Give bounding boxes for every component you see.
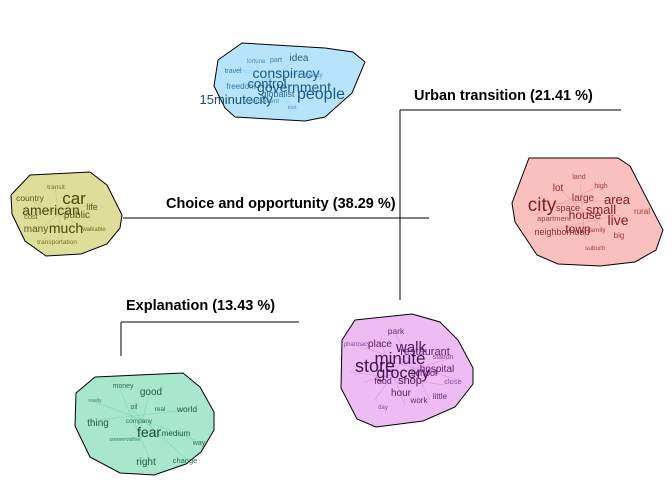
word-close: close [444, 377, 462, 386]
cluster-conspiracy-edges [231, 56, 321, 107]
word-large: large [572, 193, 595, 204]
word-minute: minute [374, 349, 425, 368]
word-day: day [378, 405, 388, 411]
word-country: country [16, 193, 45, 203]
word-apartment: apartment [537, 214, 572, 223]
word-real: real [155, 406, 166, 413]
cluster-choice: transit country car american life public… [10, 171, 123, 257]
word-oil: oil [130, 404, 137, 411]
word-enforcement: enforcement [243, 98, 279, 105]
word-land: land [572, 174, 585, 181]
word-small: small [586, 202, 616, 217]
word-company: company [126, 418, 153, 425]
word-fortune: fortune [247, 59, 266, 65]
word-area: area [604, 192, 631, 207]
word-freedom: freedom [226, 82, 256, 91]
word-reality: reality [88, 398, 102, 404]
word-change: change [173, 456, 198, 465]
word-high: high [594, 183, 607, 190]
word-station: station [433, 354, 454, 361]
word-right: right [136, 457, 156, 468]
word-car: car [62, 189, 86, 208]
word-town: town [565, 222, 590, 236]
word-food: food [374, 376, 392, 386]
urban-transition-title: Urban transition (21.41 %) [414, 88, 593, 104]
word-control: control [247, 76, 286, 91]
word-big: big [614, 231, 625, 240]
word-suburb: suburb [585, 245, 605, 252]
choice-opportunity-title: Choice and opportunity (38.29 %) [166, 196, 396, 212]
word-restaurant: restaurant [400, 346, 450, 358]
word-lot: lot [553, 183, 564, 194]
word-space: space [556, 203, 580, 213]
word-life: life [86, 202, 98, 212]
word-little: little [433, 392, 448, 401]
word-store: store [355, 356, 395, 376]
cluster-explanation: money good reality oil real world thing … [74, 372, 215, 476]
cluster-proximity-hull [340, 313, 474, 428]
word-many: many [24, 224, 48, 235]
word-thing: thing [87, 418, 109, 429]
word-globalist: globalist [261, 89, 295, 99]
word-school: school [411, 368, 437, 378]
word-neighborhood: neighborhood [534, 227, 589, 237]
word-walk: walk [395, 339, 427, 356]
cluster-urban-hull [511, 157, 664, 267]
word-walkable: walkable [81, 227, 106, 233]
cluster-urban-edges [534, 179, 621, 241]
explanation-title: Explanation (13.43 %) [126, 298, 275, 314]
word-people: people [297, 86, 345, 103]
word-cost: cost [24, 212, 39, 221]
word-live: live [607, 212, 628, 228]
cluster-proximity: park place walk pharmacy restaurant minu… [340, 313, 474, 428]
word-medium: medium [162, 429, 191, 438]
word-hour: hour [391, 388, 412, 399]
word-house: house [569, 208, 602, 222]
word-money: money [112, 383, 134, 390]
word-part: part [270, 57, 282, 64]
word-much: much [49, 220, 83, 236]
cluster-urban: land high lot city large area space smal… [511, 157, 664, 267]
word-fear: fear [137, 424, 161, 440]
cluster-conspiracy: idea fortune part travel conspiracy agen… [200, 42, 366, 122]
word-world: world [176, 404, 198, 414]
cluster-conspiracy-hull [213, 42, 366, 122]
word-shop: shop [398, 375, 422, 387]
word-conspiracy: conspiracy [253, 65, 320, 81]
word-public: public [64, 210, 90, 221]
word-idea: idea [290, 53, 309, 64]
cluster-choice-hull [10, 171, 123, 257]
word-conservative: conservative [110, 437, 141, 443]
word-place: place [368, 339, 392, 350]
word-work: work [410, 396, 429, 405]
word-rural: rural [634, 207, 650, 216]
word-park: park [388, 326, 405, 336]
cluster-proximity-edges [349, 332, 461, 406]
word-transportation: transportation [37, 239, 77, 246]
word-agency: agency [303, 73, 322, 79]
word-good: good [140, 387, 162, 398]
cluster-explanation-edges [94, 389, 196, 461]
word-family: family [589, 227, 607, 234]
word-hospital: hospital [420, 364, 454, 375]
word-tool: tool [288, 105, 297, 111]
word-government: government [257, 79, 331, 95]
word-transit: transit [47, 184, 65, 191]
connector-lines [120, 109, 621, 356]
word-grocery: grocery [376, 365, 429, 382]
cluster-choice-edges [24, 185, 96, 241]
word-15minutecity: 15minutecity [200, 92, 273, 107]
word-way: way [192, 440, 206, 447]
word-city: city [528, 195, 557, 216]
cluster-explanation-hull [74, 372, 215, 476]
word-american: american [22, 202, 80, 218]
word-travel: travel [224, 68, 242, 75]
word-pharmacy: pharmacy [344, 342, 370, 348]
